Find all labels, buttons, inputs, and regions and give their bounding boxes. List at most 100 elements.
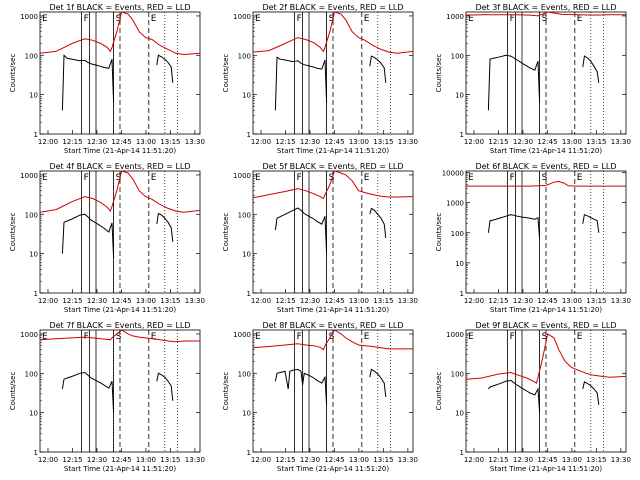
x-tick-label: 12:30 [87,297,107,305]
detector-panel: Det 3f BLACK = Events, RED = LLD 1 10 100 10… [435,3,631,155]
y-tick-label: 100 [238,211,251,219]
x-tick-label: 13:15 [586,297,606,305]
events-series-line [61,213,115,258]
detector-panel: Det 7f BLACK = Events, RED = LLD 1 10 100 10… [9,321,205,473]
y-tick-label: 1 [34,131,38,139]
x-tick-label: 13:00 [349,297,369,305]
panel-title: Det 2f BLACK = Events, RED = LLD [262,3,403,12]
lld-series-line [39,329,200,343]
marker-label: F [297,173,302,183]
x-tick-label: 13:30 [185,297,205,305]
lld-series-line [39,11,201,56]
marker-label: S [116,173,122,183]
y-tick-label: 10 [29,410,38,418]
y-tick-label: 10 [29,251,38,259]
lld-series-line [466,180,626,187]
x-tick-label: 12:45 [537,138,557,146]
marker-label: E [255,14,261,24]
x-axis-label: Start Time (21-Apr-14 11:51:20) [490,465,602,473]
x-tick-label: 13:15 [160,138,180,146]
lld-series-line [252,11,414,54]
y-tick-label: 1000 [233,172,251,180]
events-series-line [487,214,541,239]
events-series-line [582,214,600,233]
marker-label: S [542,173,548,183]
y-axis-label: Counts/sec [435,372,443,411]
events-series-line [488,379,541,413]
x-tick-label: 12:45 [537,456,557,464]
x-tick-label: 12:45 [537,297,557,305]
y-tick-label: 100 [238,52,251,60]
x-tick-label: 13:15 [160,297,180,305]
y-axis-label: Counts/sec [222,213,230,252]
marker-label: F [510,332,515,342]
x-tick-label: 12:00 [464,297,484,305]
marker-label: E [577,332,583,342]
detector-panel: Det 9f BLACK = Events, RED = LLD 1 10 100 10… [435,321,631,473]
marker-label: F [510,14,515,24]
x-tick-label: 13:00 [349,456,369,464]
x-tick-label: 12:00 [251,138,271,146]
marker-label: E [468,173,474,183]
x-tick-label: 13:30 [398,456,418,464]
y-tick-label: 100 [25,211,38,219]
x-tick-label: 12:00 [251,456,271,464]
marker-label: E [42,14,48,24]
detector-panel: Det 1f BLACK = Events, RED = LLD 1 10 100 10… [9,3,205,155]
y-axis-label: Counts/sec [9,372,17,411]
y-tick-label: 100 [238,370,251,378]
panel-title: Det 4f BLACK = Events, RED = LLD [49,162,190,171]
x-axis-label: Start Time (21-Apr-14 11:51:20) [64,465,176,473]
x-tick-label: 13:00 [136,456,156,464]
x-tick-label: 13:15 [373,138,393,146]
events-series-line [156,372,174,401]
x-tick-label: 13:15 [586,138,606,146]
y-axis-label: Counts/sec [222,372,230,411]
x-tick-label: 12:45 [324,456,344,464]
y-tick-label: 10 [455,410,464,418]
x-tick-label: 13:30 [611,456,631,464]
x-axis-label: Start Time (21-Apr-14 11:51:20) [490,306,602,314]
x-tick-label: 12:45 [324,138,344,146]
marker-label: E [42,173,48,183]
x-tick-label: 12:45 [111,456,131,464]
x-tick-label: 12:45 [111,138,131,146]
marker-label: F [84,173,89,183]
lld-series-line [465,333,627,384]
x-tick-label: 12:15 [62,456,82,464]
x-tick-label: 13:00 [562,138,582,146]
x-tick-label: 13:30 [185,456,205,464]
x-tick-label: 12:00 [38,138,58,146]
y-tick-label: 1 [34,290,38,298]
x-tick-label: 12:30 [300,456,320,464]
y-tick-label: 10 [242,92,251,100]
x-tick-label: 13:00 [136,297,156,305]
y-tick-label: 100 [25,52,38,60]
events-series-line [369,55,387,83]
x-axis-label: Start Time (21-Apr-14 11:51:20) [490,147,602,155]
y-tick-label: 10 [29,92,38,100]
x-axis-label: Start Time (21-Apr-14 11:51:20) [64,147,176,155]
x-tick-label: 12:00 [464,456,484,464]
x-tick-label: 13:30 [185,138,205,146]
events-series-line [156,54,174,83]
detector-panel: Det 2f BLACK = Events, RED = LLD 1 10 100 10… [222,3,418,155]
y-tick-label: 1 [460,131,464,139]
marker-label: S [329,173,335,183]
events-series-line [61,54,115,111]
events-series-line [274,56,328,111]
y-tick-label: 100 [451,52,464,60]
x-tick-label: 12:45 [324,297,344,305]
events-series-line [582,381,600,405]
x-tick-label: 13:15 [373,456,393,464]
y-tick-label: 10 [242,410,251,418]
marker-label: E [468,14,474,24]
y-tick-label: 10000 [442,170,464,178]
x-tick-label: 12:30 [87,456,107,464]
x-axis-label: Start Time (21-Apr-14 11:51:20) [277,306,389,314]
marker-label: F [297,14,302,24]
marker-label: E [364,332,370,342]
marker-label: S [116,332,122,342]
lld-series-line [252,170,414,200]
events-series-line [61,371,115,413]
